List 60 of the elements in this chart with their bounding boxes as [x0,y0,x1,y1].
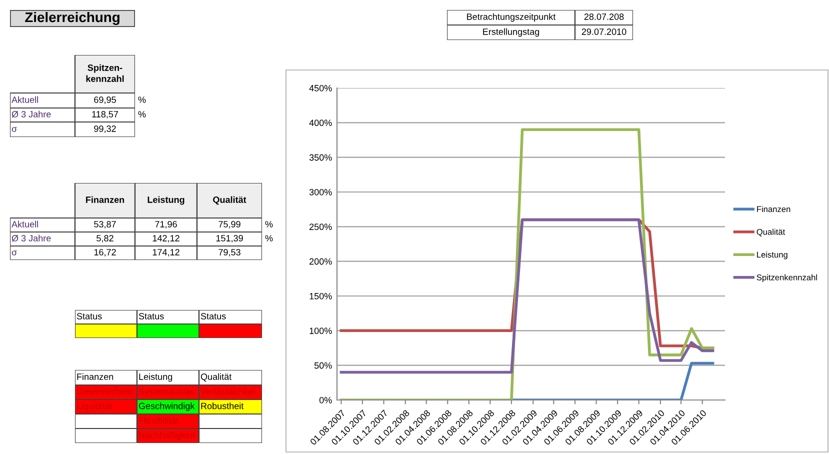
y-tick-label: 100% [310,328,332,334]
text: 99,32 [94,126,116,133]
text: 174,12 [152,249,180,256]
text: Aktuell [12,220,38,228]
text: 71,96 [155,221,177,228]
y-tick-label: 50% [314,362,332,369]
text: Ø 3 Jahre [12,110,51,118]
text: 5,82 [96,235,114,242]
text: 29.07.2010 [582,28,626,35]
text: Robustheit [201,402,244,410]
text: Geschwindigk [138,402,195,411]
text: Betrachtungszeitpunkt [467,13,556,22]
y-tick-label: 150% [310,292,332,300]
text: % [265,221,273,228]
text: Zielerreichung [25,12,120,26]
text: Verlässlichkei [200,388,255,395]
text: σ [12,127,17,132]
y-tick-label: 300% [309,188,332,196]
text: % [138,111,146,118]
text: 151,39 [216,235,243,242]
text: Finanzen [77,373,114,380]
text: σ [12,250,17,256]
text: Qualität [213,196,246,205]
text: 75,99 [218,221,240,228]
text: 53,87 [94,221,116,228]
text: Spitzen- kennzahl [86,64,124,82]
text: 16,72 [94,249,116,256]
text: Erstellungstag [483,28,540,37]
text: Flexibilität [139,417,179,424]
text: 69,95 [94,96,116,104]
text: Status [138,313,164,320]
text: Finanzen [86,196,124,203]
text: Qualität [200,373,232,382]
text: % [138,96,146,103]
y-tick-label: 250% [310,224,332,230]
y-tick-label: 200% [310,258,332,265]
legend-label: Finanzen [757,206,790,212]
text: 79,53 [218,249,240,256]
text: Liquidität [77,402,113,411]
y-tick-label: 400% [309,120,332,126]
text: Status [200,313,226,320]
text: Status [76,313,102,320]
line-series [340,218,714,374]
legend-label: Leistung [757,252,788,260]
text: 118,57 [92,111,118,118]
y-tick-label: 350% [309,154,332,161]
text: Leistung [148,196,184,205]
text: Nachhaltigkeit [139,432,196,440]
text: Gewinnerbeitr [76,388,133,395]
text: Ø 3 Jahre [12,234,51,242]
text: Systemauslas [138,388,194,396]
legend-label: Qualität [756,228,786,236]
y-tick-label: 450% [309,84,332,92]
text: % [265,235,273,242]
y-tick-label: 0% [319,396,332,404]
text: Aktuell [12,96,38,103]
text: 142,12 [152,235,180,242]
text: 28.07.208 [584,14,624,20]
text: Leistung [139,373,172,382]
legend-label: Spitzenkennzahl [756,274,817,282]
